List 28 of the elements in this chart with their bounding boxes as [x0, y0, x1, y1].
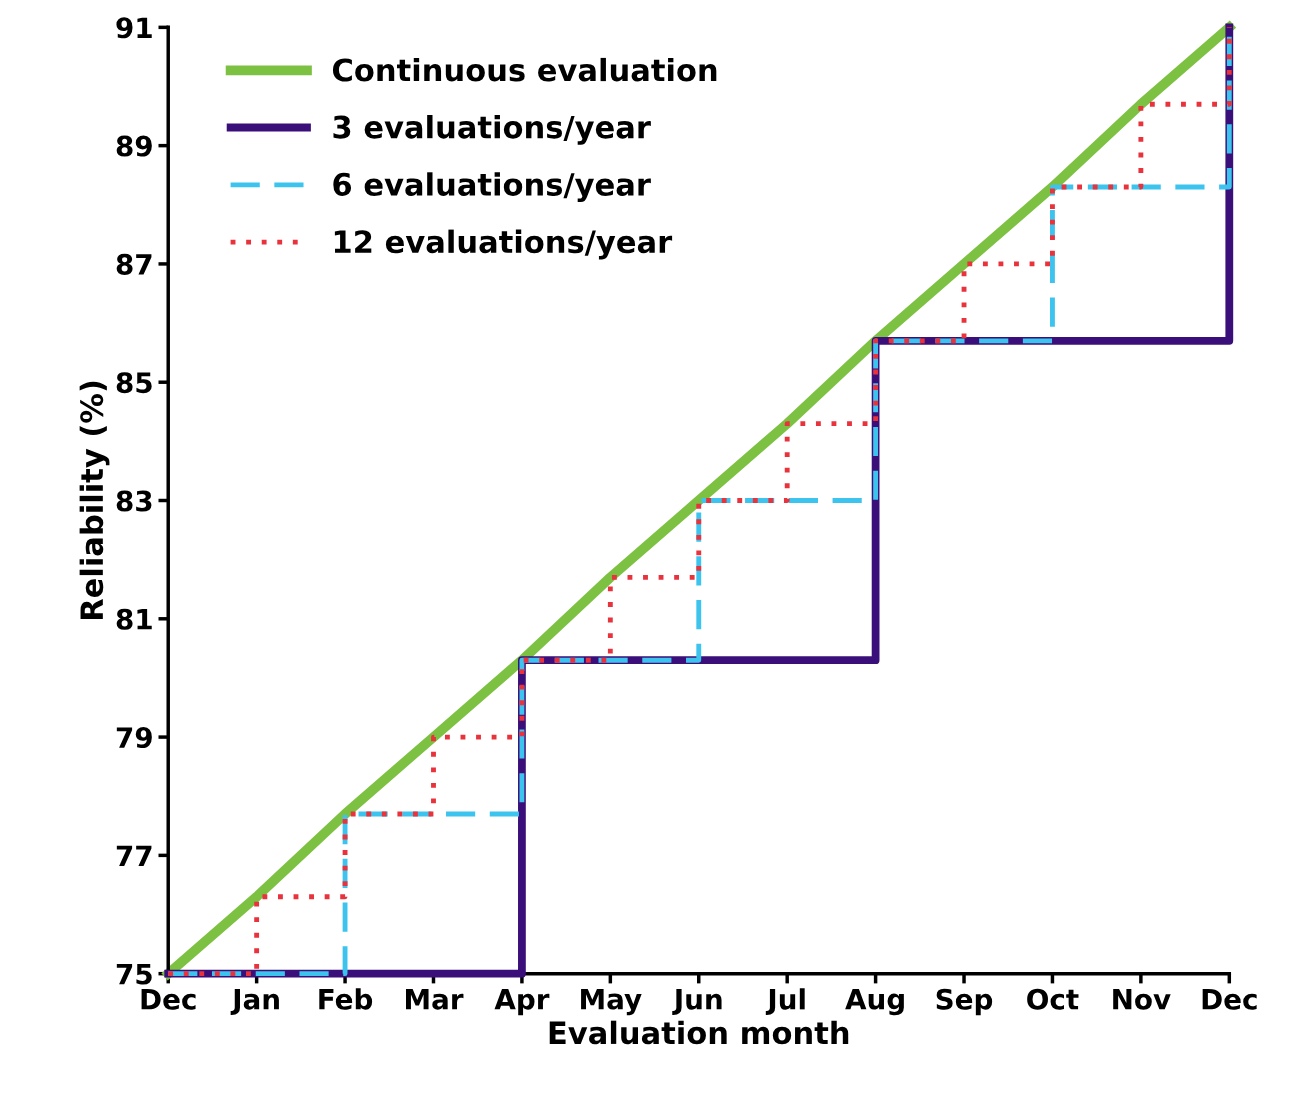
x-tick-label: Jun	[672, 989, 722, 1015]
legend-label: 6 evaluations/year	[333, 172, 651, 203]
legend-label: 12 evaluations/year	[334, 229, 673, 260]
x-tick-label: Feb	[319, 988, 373, 1010]
x-tick-label: Dec	[1202, 989, 1257, 1010]
x-tick-label: Mar	[406, 989, 464, 1010]
y-tick-label: 81	[116, 608, 152, 630]
x-tick-label: Oct	[1027, 988, 1079, 1010]
y-axis-title: Reliability (%)	[79, 381, 110, 620]
legend-label: Continuous evaluation	[332, 57, 717, 82]
y-tick-label: 75	[116, 963, 152, 985]
x-axis-title: Evaluation month	[549, 1020, 849, 1045]
y-tick-label: 85	[116, 372, 152, 394]
y-tick-label: 83	[116, 490, 152, 512]
legend-label: 3 evaluations/year	[333, 114, 651, 145]
x-tick-label: Jan	[230, 989, 279, 1015]
y-tick-label: 79	[116, 727, 152, 749]
x-tick-label: Nov	[1113, 989, 1171, 1010]
x-tick-label: Aug	[845, 988, 904, 1016]
y-tick-label: 87	[116, 253, 152, 275]
y-tick-label: 77	[116, 845, 152, 866]
y-tick-label: 91	[116, 17, 152, 39]
y-tick-label: 89	[116, 135, 152, 157]
x-tick-label: Sep	[936, 988, 993, 1016]
x-tick-label: May	[581, 988, 642, 1016]
x-tick-label: Apr	[494, 989, 550, 1016]
x-tick-label: Dec	[141, 989, 196, 1010]
x-tick-label: Jul	[765, 988, 805, 1015]
